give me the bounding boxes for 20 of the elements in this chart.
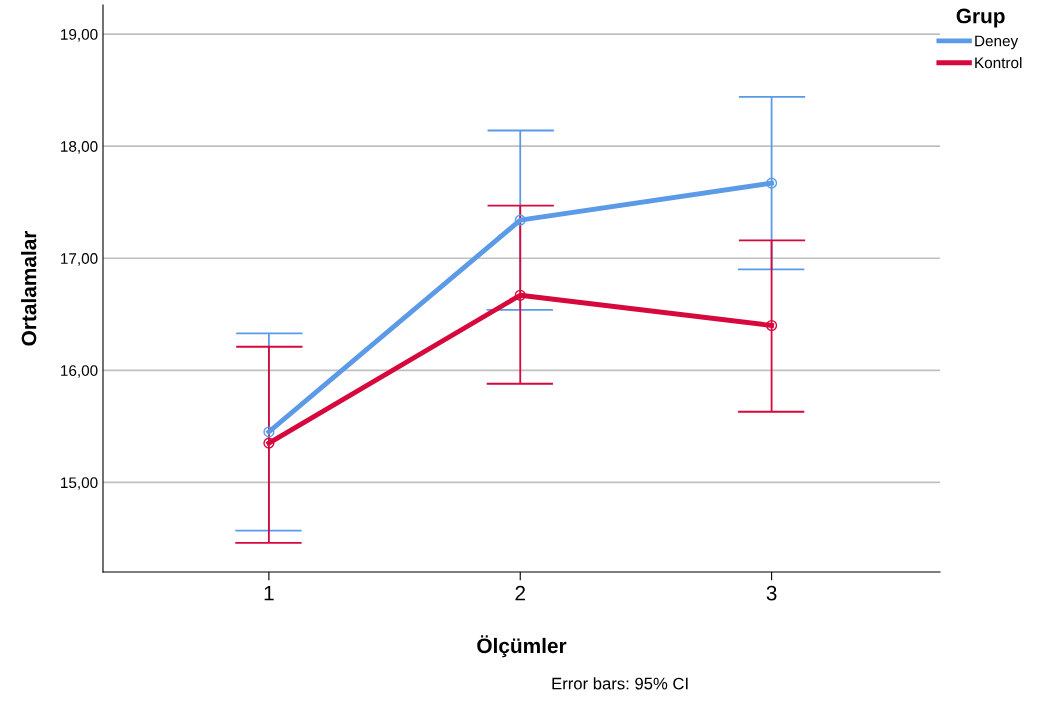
point: [766, 319, 778, 332]
x-axis-title: Ölçümler: [477, 635, 567, 658]
y-tick-label: 17,00: [61, 253, 98, 266]
x-tick-label: 2: [515, 585, 525, 601]
y-tick-label: 18,00: [61, 141, 98, 154]
x-tick-label: 3: [766, 585, 777, 601]
legend-label: Kontrol: [975, 57, 1022, 69]
text: Error bars: 95% CI: [552, 677, 688, 690]
point: [514, 289, 526, 301]
point: [263, 437, 275, 449]
y-tick-label: 19,00: [61, 29, 98, 42]
point: [514, 214, 526, 226]
y-axis-title: Ortalamalar: [21, 230, 37, 346]
legend-label: Deney: [975, 35, 1019, 50]
x-tick-label: 1: [264, 585, 274, 601]
point: [263, 426, 275, 438]
y-tick-label: 16,00: [61, 365, 98, 378]
y-tick-label: 15,00: [61, 477, 98, 490]
legend-title: Grup: [956, 8, 1005, 28]
point: [766, 177, 778, 189]
